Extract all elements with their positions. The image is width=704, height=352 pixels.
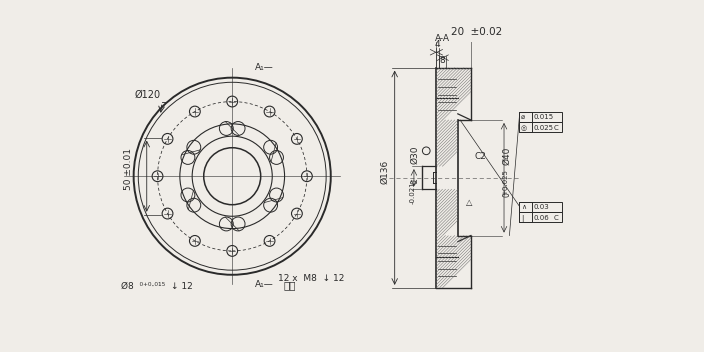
Text: 0.015: 0.015 bbox=[534, 114, 553, 120]
Text: Ø30: Ø30 bbox=[410, 145, 419, 164]
Text: 12 x  M8  ↓ 12: 12 x M8 ↓ 12 bbox=[278, 274, 345, 283]
Text: ⌀: ⌀ bbox=[521, 114, 525, 120]
Text: C: C bbox=[554, 125, 559, 131]
Text: |: | bbox=[521, 215, 523, 222]
Text: +0.025: +0.025 bbox=[503, 169, 508, 195]
Text: A-A: A-A bbox=[435, 34, 450, 43]
Text: Ø40: Ø40 bbox=[503, 147, 512, 165]
Text: 0: 0 bbox=[503, 192, 512, 197]
Text: 0: 0 bbox=[410, 179, 419, 184]
Text: Ø120: Ø120 bbox=[134, 90, 161, 100]
Text: C: C bbox=[554, 215, 559, 221]
Text: 8: 8 bbox=[439, 56, 446, 65]
Bar bbox=[520, 122, 532, 132]
Bar bbox=[520, 112, 532, 121]
Text: ∧: ∧ bbox=[521, 204, 526, 210]
Text: ◎: ◎ bbox=[521, 125, 527, 131]
Text: -0.021: -0.021 bbox=[410, 182, 416, 205]
Text: A₁—: A₁— bbox=[256, 63, 274, 72]
Bar bbox=[520, 212, 532, 222]
Text: Ø8  ⁰⁺⁰⋅⁰¹⁵  ↓ 12: Ø8 ⁰⁺⁰⋅⁰¹⁵ ↓ 12 bbox=[120, 282, 192, 291]
Text: 0.03: 0.03 bbox=[534, 204, 549, 210]
Text: 50 ±0.01: 50 ±0.01 bbox=[124, 147, 132, 189]
Bar bbox=[520, 122, 562, 132]
Text: △: △ bbox=[465, 198, 472, 207]
Bar bbox=[520, 112, 562, 121]
Bar bbox=[520, 202, 532, 212]
Text: 4: 4 bbox=[434, 40, 440, 49]
Text: 20  ±0.02: 20 ±0.02 bbox=[451, 27, 503, 37]
Text: 0.025: 0.025 bbox=[534, 125, 553, 131]
Bar bbox=[520, 212, 562, 222]
Text: C2: C2 bbox=[474, 151, 486, 161]
Text: A₁—: A₁— bbox=[256, 280, 274, 289]
Text: 均布: 均布 bbox=[284, 281, 296, 291]
Bar bbox=[520, 202, 562, 212]
Text: Ø136: Ø136 bbox=[381, 159, 390, 184]
Text: 0.06: 0.06 bbox=[534, 215, 549, 221]
